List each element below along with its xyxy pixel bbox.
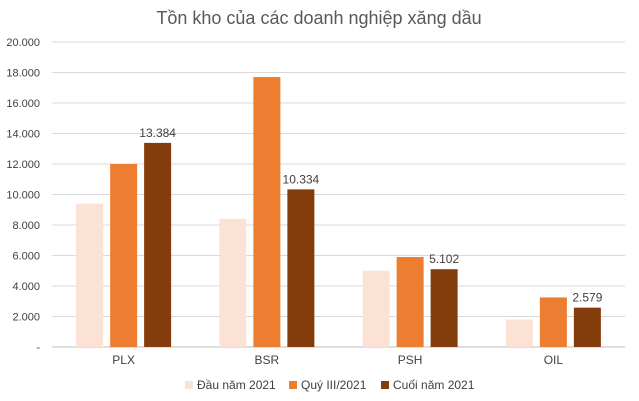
legend-label: Quý III/2021 xyxy=(301,378,367,392)
legend-swatch xyxy=(381,381,389,389)
x-axis-categories: PLX BSR PSH OIL xyxy=(112,353,563,367)
x-category-label: PLX xyxy=(112,353,135,367)
bar xyxy=(253,77,281,347)
bar xyxy=(144,142,172,347)
data-label: 5.102 xyxy=(429,252,459,266)
data-label: 10.334 xyxy=(283,172,320,186)
y-tick-label: 14.000 xyxy=(6,129,40,141)
bar xyxy=(539,297,567,347)
bar xyxy=(287,189,315,347)
legend-label: Đầu năm 2021 xyxy=(197,378,276,392)
bar xyxy=(573,307,601,347)
chart-title: Tồn kho của các doanh nghiệp xăng dầu xyxy=(156,8,481,28)
y-axis-ticks: - 2.000 4.000 6.000 8.000 10.000 12.000 14.000 1… xyxy=(6,37,40,354)
x-category-label: BSR xyxy=(255,353,280,367)
bar xyxy=(396,257,424,347)
data-label: 13.384 xyxy=(139,126,176,140)
y-tick-label: 6.000 xyxy=(12,251,40,263)
y-tick-label: 12.000 xyxy=(6,159,40,171)
x-category-label: PSH xyxy=(398,353,423,367)
bar xyxy=(430,269,458,347)
bar xyxy=(76,203,104,347)
bar xyxy=(110,164,138,347)
y-tick-label: 20.000 xyxy=(6,37,40,49)
y-tick-label: 18.000 xyxy=(6,68,40,80)
bars xyxy=(76,77,601,347)
y-tick-label: 10.000 xyxy=(6,190,40,202)
bar xyxy=(362,270,390,347)
y-tick-label: - xyxy=(36,342,40,354)
legend: Đầu năm 2021 Quý III/2021 Cuối năm 2021 xyxy=(185,378,475,392)
bar xyxy=(505,319,533,347)
grid-lines xyxy=(52,41,625,348)
y-tick-label: 8.000 xyxy=(12,220,40,232)
y-tick-label: 4.000 xyxy=(12,281,40,293)
y-tick-label: 2.000 xyxy=(12,312,40,324)
bar xyxy=(219,218,247,347)
legend-swatch xyxy=(289,381,297,389)
data-labels: 13.384 10.334 5.102 2.579 xyxy=(139,126,602,305)
data-label: 2.579 xyxy=(572,291,602,305)
x-category-label: OIL xyxy=(544,353,564,367)
legend-swatch xyxy=(185,381,193,389)
legend-label: Cuối năm 2021 xyxy=(393,378,475,392)
y-tick-label: 16.000 xyxy=(6,98,40,110)
